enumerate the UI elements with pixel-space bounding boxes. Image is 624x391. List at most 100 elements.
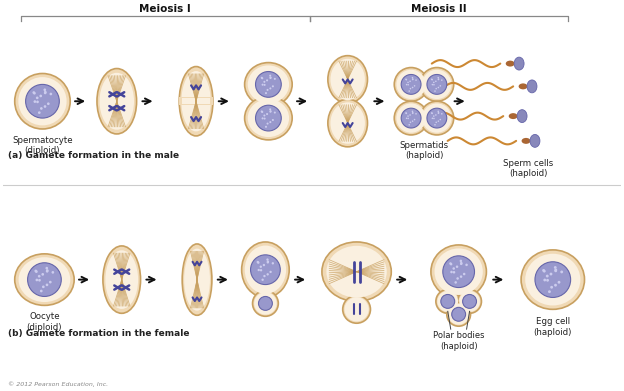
Circle shape [409, 90, 410, 92]
Circle shape [452, 307, 466, 321]
Ellipse shape [184, 249, 210, 311]
Circle shape [544, 278, 546, 282]
Circle shape [427, 108, 447, 128]
Ellipse shape [245, 63, 292, 106]
Circle shape [431, 79, 432, 80]
Circle shape [554, 269, 557, 271]
Circle shape [456, 265, 458, 268]
Circle shape [437, 87, 439, 88]
Circle shape [452, 267, 455, 270]
Ellipse shape [245, 246, 286, 294]
Circle shape [272, 119, 274, 121]
Circle shape [550, 273, 552, 275]
Circle shape [463, 273, 466, 275]
Circle shape [460, 275, 462, 278]
Circle shape [414, 119, 416, 120]
Circle shape [44, 91, 47, 94]
Ellipse shape [525, 254, 580, 305]
Circle shape [36, 97, 39, 99]
Circle shape [405, 112, 407, 114]
Ellipse shape [436, 289, 460, 313]
Circle shape [433, 84, 435, 86]
Circle shape [266, 122, 268, 125]
Circle shape [558, 281, 560, 284]
Ellipse shape [19, 257, 71, 302]
Circle shape [46, 270, 49, 273]
Circle shape [261, 77, 263, 79]
Circle shape [266, 89, 268, 91]
Circle shape [432, 118, 433, 119]
Text: Spermatocyte
(diploid): Spermatocyte (diploid) [12, 136, 73, 155]
Ellipse shape [343, 296, 371, 323]
Text: Egg cell
(haploid): Egg cell (haploid) [534, 317, 572, 337]
Circle shape [274, 78, 276, 80]
Circle shape [443, 256, 474, 287]
Circle shape [36, 279, 38, 281]
Circle shape [412, 77, 413, 79]
Circle shape [412, 112, 414, 113]
Circle shape [405, 79, 407, 80]
Circle shape [441, 79, 442, 81]
Ellipse shape [422, 104, 452, 133]
Text: Meiosis II: Meiosis II [411, 4, 467, 14]
Circle shape [439, 119, 441, 120]
Circle shape [437, 111, 439, 112]
Circle shape [441, 294, 455, 308]
Bar [179, 97, 213, 105]
Circle shape [554, 284, 557, 287]
Circle shape [274, 111, 276, 113]
Circle shape [535, 262, 570, 298]
Circle shape [255, 105, 281, 131]
Circle shape [270, 77, 271, 79]
Ellipse shape [97, 68, 137, 134]
Circle shape [412, 79, 414, 80]
Circle shape [431, 112, 432, 114]
Circle shape [270, 110, 271, 112]
Ellipse shape [331, 59, 365, 100]
Circle shape [412, 87, 413, 88]
Circle shape [52, 271, 54, 274]
Circle shape [270, 121, 271, 123]
Text: Polar bodies
(haploid): Polar bodies (haploid) [433, 331, 484, 351]
Circle shape [38, 279, 41, 282]
Circle shape [26, 84, 59, 118]
Circle shape [431, 113, 433, 114]
Ellipse shape [448, 304, 469, 325]
Circle shape [36, 100, 39, 103]
Circle shape [44, 91, 47, 93]
Circle shape [34, 100, 36, 103]
Circle shape [437, 79, 439, 80]
Circle shape [41, 273, 44, 276]
Ellipse shape [396, 70, 426, 99]
Ellipse shape [521, 250, 585, 309]
Circle shape [271, 262, 274, 264]
Circle shape [409, 81, 411, 82]
Ellipse shape [328, 99, 368, 147]
Circle shape [436, 88, 437, 90]
Circle shape [272, 85, 274, 87]
Ellipse shape [344, 297, 369, 321]
Ellipse shape [322, 242, 391, 301]
Circle shape [460, 260, 462, 262]
Circle shape [466, 264, 468, 266]
Ellipse shape [182, 244, 212, 315]
Circle shape [265, 126, 267, 128]
Circle shape [406, 113, 407, 114]
Circle shape [260, 265, 262, 268]
Ellipse shape [18, 77, 67, 126]
Circle shape [255, 72, 281, 97]
Ellipse shape [431, 245, 486, 298]
Ellipse shape [394, 68, 428, 101]
Ellipse shape [394, 101, 428, 135]
Circle shape [412, 78, 414, 80]
Circle shape [434, 124, 436, 126]
Circle shape [550, 286, 553, 289]
Circle shape [439, 85, 441, 87]
Ellipse shape [15, 74, 71, 129]
Circle shape [427, 75, 447, 94]
Circle shape [460, 263, 462, 265]
Circle shape [437, 120, 439, 122]
Circle shape [266, 260, 269, 263]
Ellipse shape [326, 246, 387, 298]
Circle shape [548, 290, 551, 293]
